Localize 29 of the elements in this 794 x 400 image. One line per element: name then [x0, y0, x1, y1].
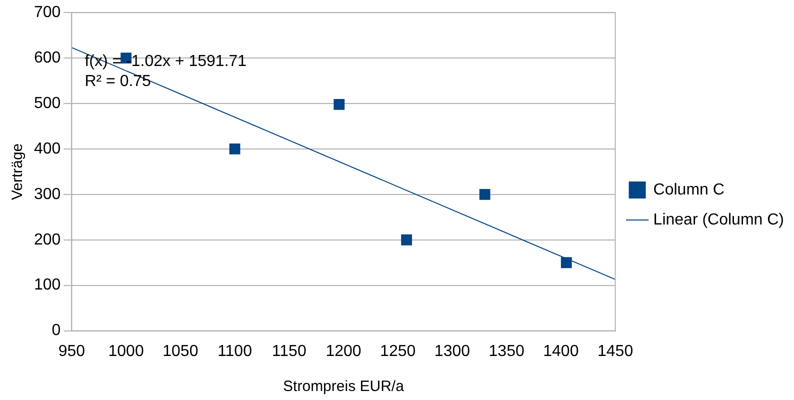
x-tick-label: 1450	[597, 342, 634, 360]
y-tick-label: 500	[34, 94, 61, 112]
x-tick-label: 1150	[272, 342, 306, 360]
point	[401, 234, 412, 246]
y-tick-label: 100	[34, 276, 61, 294]
x-tick-label: 1000	[108, 342, 144, 360]
x-tick-label: 1400	[543, 342, 579, 360]
y-tick-label: 600	[34, 49, 61, 66]
x-tick-label: 950	[58, 342, 86, 360]
x-tick-label: 1100	[218, 342, 252, 360]
x-tick-label: 1350	[488, 342, 524, 360]
legend-label: Linear (Column C)	[653, 211, 784, 228]
x-tick-label: 1050	[162, 342, 198, 360]
annotation: R² = 0.75	[84, 73, 152, 90]
y-axis-title: Verträge	[9, 143, 26, 200]
x-tick-label: 1300	[434, 342, 470, 360]
point	[229, 144, 240, 154]
point	[479, 188, 490, 200]
y-tick-label: 0	[52, 322, 61, 340]
legend-label: Column C	[653, 181, 724, 198]
y-tick-label: 300	[34, 186, 61, 203]
y-tick-label: 700	[34, 4, 61, 22]
point	[560, 257, 572, 268]
y-tick-label: 200	[34, 231, 61, 248]
x-tick-label: 1250	[380, 342, 416, 360]
x-axis-title: Strompreis EUR/a	[283, 378, 405, 396]
y-tick-label: 400	[34, 140, 61, 158]
point	[334, 98, 345, 110]
x-tick-label: 1200	[326, 342, 362, 360]
